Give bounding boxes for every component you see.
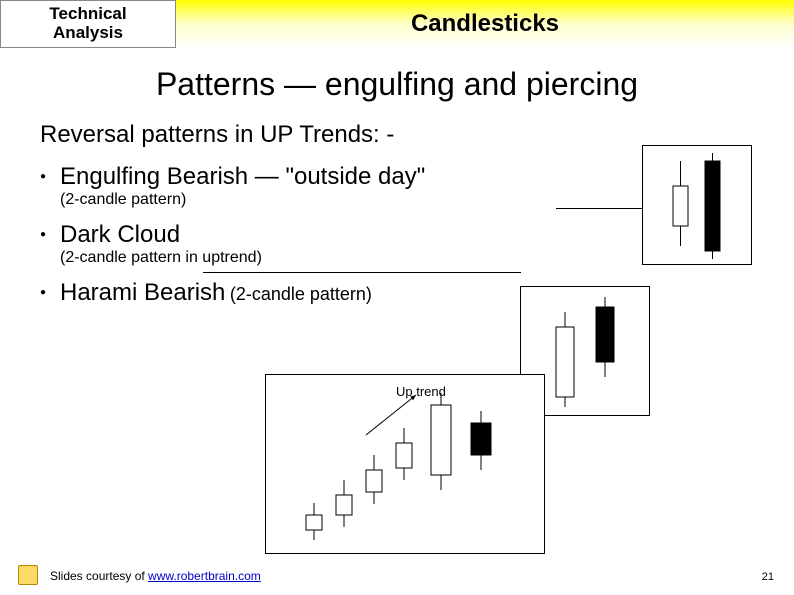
list-item: Harami Bearish (2-candle pattern) [60,279,794,307]
svg-text:Up trend: Up trend [396,384,446,399]
chart-harami-bearish: Up trend [265,374,545,554]
footer-prefix: Slides courtesy of [50,569,148,583]
item-main: Engulfing Bearish — "outside day" [60,163,425,190]
item-sub: (2-candle pattern) [230,284,372,304]
item-main: Harami Bearish [60,279,225,306]
footer-icon [18,565,38,585]
slide-header: Technical Analysis Candlesticks [0,0,794,48]
header-left-line1: Technical [49,5,126,24]
page-number: 21 [762,571,774,583]
header-right-title: Candlesticks [176,0,794,48]
connector-line [556,208,642,209]
footer-link[interactable]: www.robertbrain.com [148,569,261,583]
item-main: Dark Cloud [60,221,180,248]
connector-line [203,272,521,273]
slide-title: Patterns — engulfing and piercing [0,66,794,103]
chart-engulfing-bearish [642,145,752,265]
header-left-line2: Analysis [53,24,123,43]
header-left-box: Technical Analysis [0,0,176,48]
footer-credit: Slides courtesy of www.robertbrain.com [50,569,261,583]
